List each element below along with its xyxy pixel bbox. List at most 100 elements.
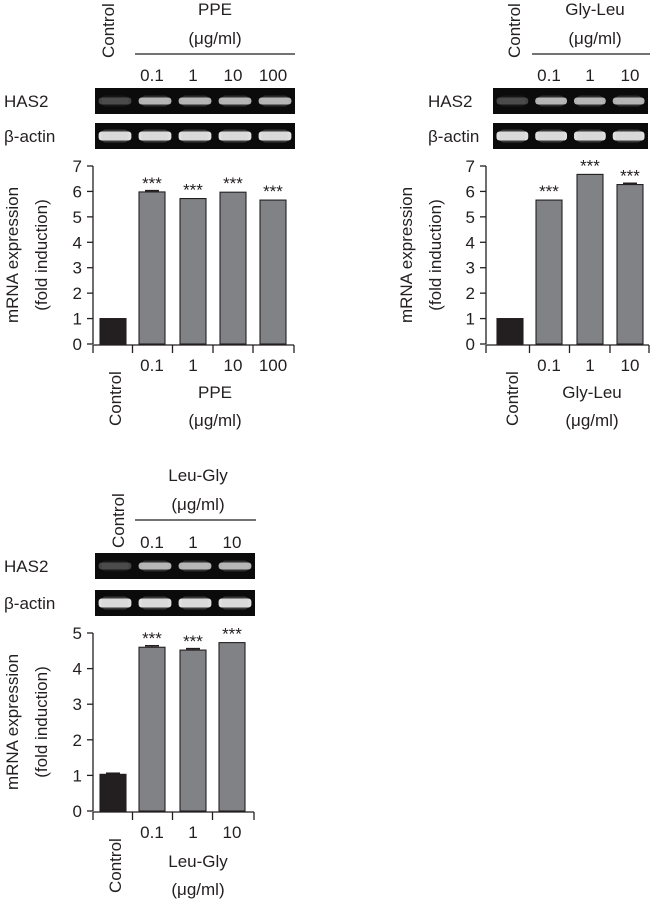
- panel-leu-gly: Control Leu-Gly (μg/ml) 0.1 1 10 HAS2 β-actin 0 1…: [3, 466, 256, 899]
- y-tick-label: 6: [466, 182, 475, 201]
- x-tick-label: 100: [259, 356, 287, 375]
- gel-dose-label: 10: [223, 533, 242, 552]
- x-axis-title-line-1: PPE: [198, 383, 232, 402]
- panel-gly-leu: Control Gly-Leu (μg/ml) 0.1 1 10 HAS2 β-actin 0 1…: [397, 0, 650, 430]
- gel-treatment-label: Leu-Gly: [168, 466, 228, 485]
- y-tick-label: 5: [73, 624, 82, 643]
- gel-dose-label: 0.1: [537, 66, 561, 85]
- bar-dose-0.1: [138, 191, 166, 345]
- gel-band-glow: [499, 129, 526, 143]
- significance-marker: ***: [539, 182, 559, 201]
- gel-band: [258, 131, 292, 141]
- gel-dose-label: 1: [188, 66, 197, 85]
- gel-band: [612, 97, 645, 105]
- y-axis-title-line-1: mRNA expression: [3, 187, 22, 323]
- y-tick-label: 1: [466, 310, 475, 329]
- x-axis-title-line-1: Leu-Gly: [168, 852, 228, 871]
- bar-dose-1: [576, 173, 604, 345]
- significance-marker: ***: [263, 182, 283, 201]
- gel-treatment-label: PPE: [198, 0, 232, 19]
- gel-band-glow: [576, 95, 603, 107]
- gel-dose-label: 0.1: [140, 66, 164, 85]
- x-tick-label: 0.1: [140, 823, 164, 842]
- gel-band-glow: [101, 95, 129, 107]
- gel-band-glow: [538, 95, 565, 107]
- y-tick-label: 0: [73, 802, 82, 821]
- gel-control-label: Control: [99, 3, 118, 58]
- x-tick-label: 0.1: [537, 356, 561, 375]
- y-tick-label: 2: [73, 284, 82, 303]
- x-tick-label: 0.1: [140, 356, 164, 375]
- significance-marker: ***: [223, 174, 243, 193]
- y-axis-title-line-2: (fold induction): [32, 666, 51, 778]
- gel-band-glow: [499, 95, 526, 107]
- bar-control: [99, 318, 127, 345]
- x-axis-title-line-2: (μg/ml): [188, 411, 241, 430]
- x-tick-label: 10: [223, 823, 242, 842]
- y-tick-label: 7: [466, 157, 475, 176]
- gel-band: [138, 131, 172, 141]
- significance-marker: ***: [222, 625, 242, 644]
- y-tick-label: 4: [73, 233, 82, 252]
- gel-band: [98, 562, 132, 570]
- x-tick-label: 10: [224, 356, 243, 375]
- gel-band: [535, 131, 568, 141]
- gel-band: [496, 131, 529, 141]
- significance-marker: ***: [142, 629, 162, 648]
- gel-band: [98, 598, 132, 608]
- y-axis-title-line-2: (fold induction): [426, 199, 445, 311]
- gel-row-label-has2: HAS2: [4, 92, 48, 111]
- gel-band: [496, 97, 529, 105]
- bar-dose-1: [179, 649, 207, 812]
- gel-unit-label: (μg/ml): [171, 495, 224, 514]
- y-tick-label: 0: [73, 335, 82, 354]
- bar-dose-0.1: [138, 646, 166, 812]
- gel-band-glow: [576, 129, 603, 143]
- bar-control: [496, 318, 524, 345]
- gel-band: [573, 97, 606, 105]
- y-axis-title-line-1: mRNA expression: [397, 187, 416, 323]
- panel-ppe: Control PPE (μg/ml) 0.1 1 10 100 HAS2 β-actin 0 1 2…: [3, 0, 295, 430]
- bar-dose-100: [259, 199, 287, 345]
- gel-band: [218, 131, 252, 141]
- y-tick-label: 5: [73, 208, 82, 227]
- significance-marker: ***: [620, 167, 640, 186]
- x-axis-title-line-2: (μg/ml): [565, 411, 618, 430]
- gel-control-label: Control: [109, 493, 128, 548]
- x-tick-label-control: Control: [106, 371, 125, 426]
- gel-band: [218, 97, 252, 105]
- y-axis-title-line-2: (fold induction): [32, 199, 51, 311]
- bar-dose-10: [219, 191, 247, 345]
- gel-band: [178, 97, 212, 105]
- gel-band-glow: [101, 596, 129, 610]
- gel-band: [218, 562, 252, 570]
- bar-dose-1: [179, 197, 207, 345]
- gel-band-glow: [538, 129, 565, 143]
- gel-band: [218, 598, 252, 608]
- gel-band-glow: [181, 596, 209, 610]
- y-tick-label: 2: [466, 284, 475, 303]
- x-axis-title-line-1: Gly-Leu: [562, 383, 622, 402]
- significance-marker: ***: [580, 156, 600, 175]
- gel-band-glow: [141, 596, 169, 610]
- y-tick-label: 3: [73, 259, 82, 278]
- gel-unit-label: (μg/ml): [188, 29, 241, 48]
- y-tick-label: 2: [73, 731, 82, 750]
- gel-band-glow: [221, 560, 249, 572]
- bar-control: [99, 773, 127, 812]
- y-tick-label: 3: [466, 259, 475, 278]
- gel-band-glow: [261, 129, 289, 143]
- gel-dose-label: 1: [585, 66, 594, 85]
- x-tick-label-control: Control: [106, 838, 125, 893]
- gel-band-glow: [261, 95, 289, 107]
- y-tick-label: 1: [73, 766, 82, 785]
- y-tick-label: 6: [73, 182, 82, 201]
- gel-band: [178, 562, 212, 570]
- bar-dose-0.1: [535, 199, 563, 345]
- gel-control-label: Control: [505, 3, 524, 58]
- gel-dose-label: 1: [188, 533, 197, 552]
- y-tick-label: 1: [73, 310, 82, 329]
- gel-band: [178, 598, 212, 608]
- gel-band: [573, 131, 606, 141]
